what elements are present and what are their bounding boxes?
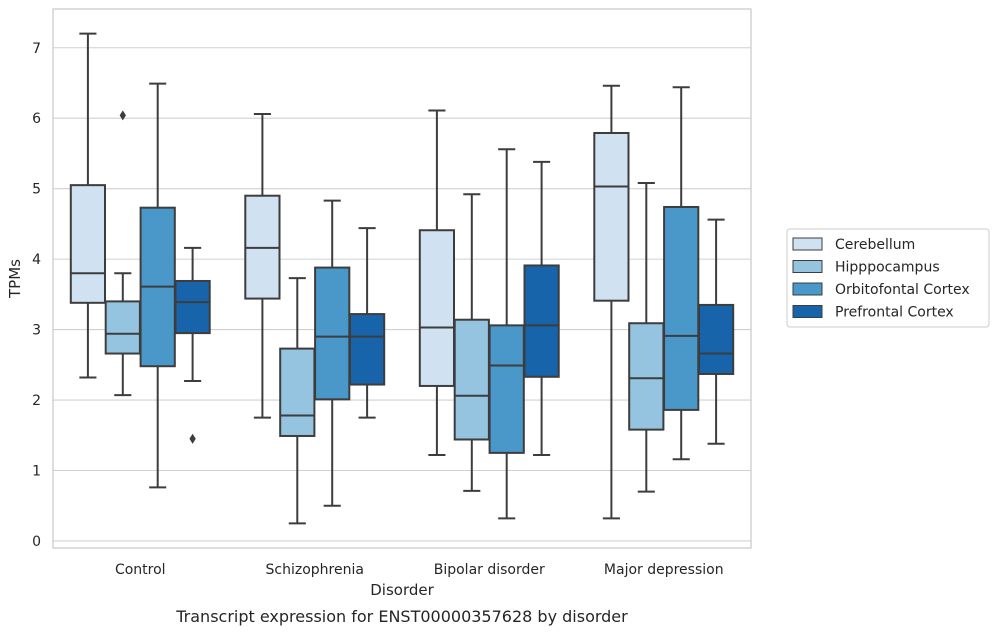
x-tick-label: Control [115, 562, 166, 578]
y-tick-label: 1 [32, 463, 41, 479]
box [523, 264, 560, 378]
y-tick-labels: 0 1 2 3 4 5 6 7 [32, 41, 41, 550]
x-tick-label: Schizophrenia [266, 562, 364, 578]
legend-swatch [792, 305, 823, 318]
box [593, 132, 630, 302]
outlier-point [119, 110, 126, 121]
y-tick-label: 5 [32, 182, 41, 198]
plot-frame [52, 8, 752, 549]
y-tick-label: 0 [32, 534, 41, 550]
y-tick-label: 4 [32, 252, 41, 268]
legend-swatch [792, 260, 823, 273]
box-group [523, 160, 560, 456]
box-group [314, 199, 351, 507]
legend-frame [786, 228, 990, 328]
y-tick-label: 2 [32, 393, 41, 409]
box-group [174, 246, 211, 444]
legend-label: Orbitofontal Cortex [835, 282, 970, 298]
box-group [279, 277, 316, 525]
legend-label: Cerebellum [835, 237, 915, 253]
legend-label: Prefrontal Cortex [835, 305, 954, 321]
x-tick-labels: Control Schizophrenia Bipolar disorder Majo… [115, 562, 724, 578]
box-group [418, 109, 456, 456]
box [453, 318, 490, 441]
box [697, 303, 735, 375]
y-tick-label: 7 [32, 41, 41, 57]
box-group [628, 182, 665, 493]
box [348, 313, 386, 386]
x-axis-label: Disorder [370, 581, 434, 599]
legend-swatch [792, 237, 823, 251]
y-tick-label: 3 [32, 323, 41, 339]
box-group [139, 82, 176, 489]
legend: Cerebellum Hipppocampus Orbitofontal Corte… [786, 228, 990, 328]
box-group [593, 84, 630, 520]
box [174, 279, 211, 335]
y-axis-label: TPMs [6, 259, 24, 299]
box [488, 324, 525, 454]
box-group [104, 110, 141, 397]
box-group [453, 193, 490, 492]
box [279, 347, 316, 437]
box-group [697, 218, 735, 445]
box-group [663, 86, 700, 461]
legend-label: Hipppocampus [835, 260, 940, 276]
box-group [488, 148, 525, 520]
box-groups [69, 32, 735, 525]
chart-caption: Transcript expression for ENST0000035762… [175, 607, 628, 626]
box-group [244, 112, 281, 419]
box [628, 322, 665, 431]
outlier-point [189, 433, 196, 444]
legend-swatch [792, 282, 823, 296]
box [69, 184, 107, 304]
x-tick-label: Bipolar disorder [434, 562, 545, 578]
y-tick-label: 6 [32, 111, 41, 127]
box [418, 229, 456, 387]
box [663, 205, 700, 411]
box-group [69, 32, 107, 379]
box-group [348, 227, 386, 419]
legend-items: Cerebellum Hipppocampus Orbitofontal Corte… [792, 237, 970, 321]
box [314, 266, 351, 401]
x-tick-label: Major depression [604, 562, 724, 578]
box [104, 300, 141, 355]
